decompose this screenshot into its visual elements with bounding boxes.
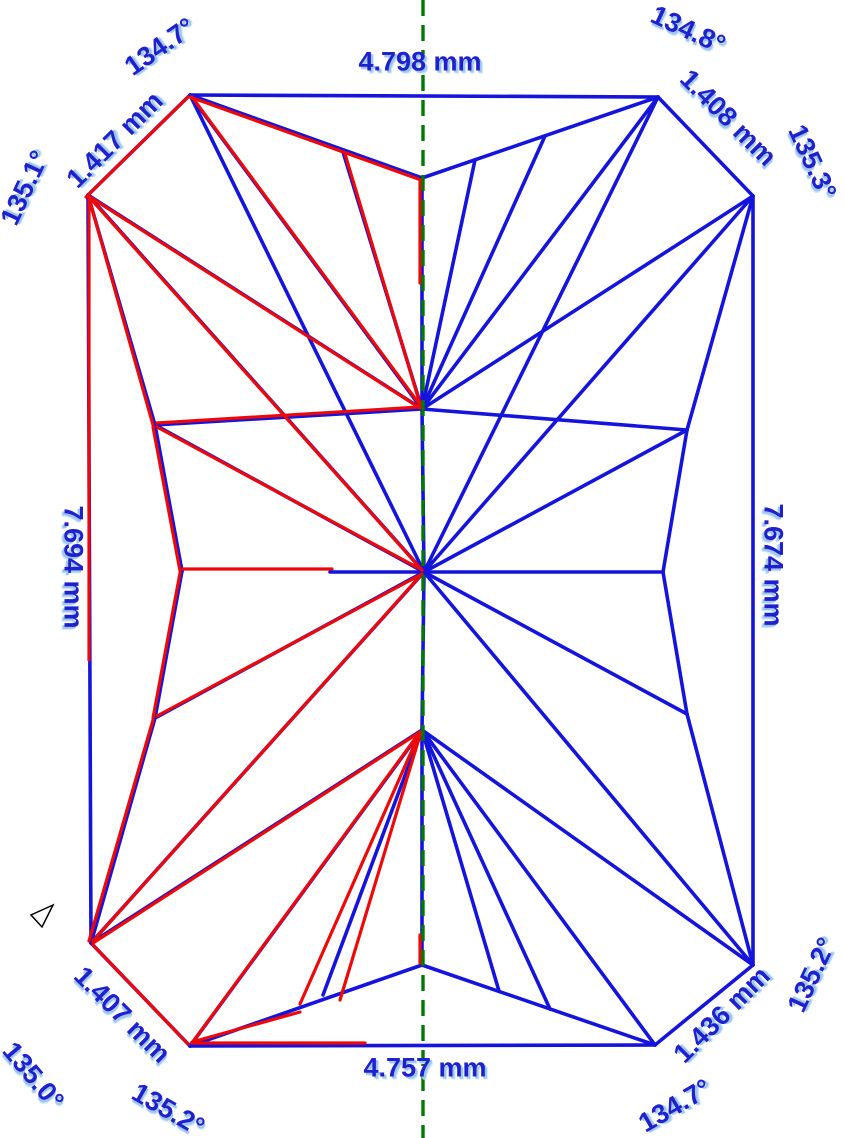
reference-facet-line xyxy=(188,93,424,180)
scan-deviation-line xyxy=(151,571,182,720)
reference-facet-line xyxy=(685,712,755,967)
scan-deviation-line xyxy=(87,718,155,943)
reference-facet-line xyxy=(420,963,657,1047)
scan-deviation-line xyxy=(338,730,423,1002)
scan-deviation-line xyxy=(190,95,422,407)
reference-facet-line xyxy=(422,428,689,574)
scan-deviation-line xyxy=(87,196,155,427)
scan-deviation-line xyxy=(91,572,424,943)
scan-deviation-line xyxy=(84,95,190,199)
reference-facet-line xyxy=(422,570,755,967)
scan-deviation-line xyxy=(151,425,182,573)
reference-facet-line xyxy=(153,407,424,427)
reference-facet-line xyxy=(422,194,755,574)
reference-facet-line xyxy=(422,570,689,716)
reference-facet-line xyxy=(420,407,689,432)
dim-left-label: 7.694 mm xyxy=(58,505,89,629)
scan-deviation-line xyxy=(91,730,422,945)
reference-facet-line xyxy=(661,428,689,574)
scan-deviation-line xyxy=(155,425,424,572)
reference-facet-line xyxy=(420,728,657,1047)
scan-deviation-line xyxy=(298,730,422,1006)
reference-facet-line xyxy=(420,194,755,411)
scan-deviation-line xyxy=(190,1010,302,1044)
reference-facet-line xyxy=(661,570,689,716)
reference-facet-line xyxy=(653,963,755,1047)
reference-facet-line xyxy=(685,194,755,432)
reference-facet-line xyxy=(153,569,184,720)
reference-facet-line xyxy=(188,1043,657,1048)
scan-deviation-line xyxy=(190,730,422,1045)
scan-deviation-line xyxy=(155,405,422,425)
reference-facet-line xyxy=(420,95,660,411)
reference-facet-line xyxy=(188,93,660,99)
reference-facet-line xyxy=(422,95,660,574)
scan-deviation-line xyxy=(91,943,190,1046)
dim-right-label: 7.674 mm xyxy=(758,503,789,627)
reference-facet-line xyxy=(420,728,755,967)
reference-facet-line xyxy=(321,728,424,997)
scan-deviation-line xyxy=(155,572,424,718)
scan-deviation-line xyxy=(88,195,422,410)
scan-deviation-line xyxy=(188,95,423,182)
dim-top-label: 4.798 mm xyxy=(358,46,482,77)
scan-deviation-line xyxy=(88,196,424,572)
reference-facet-line xyxy=(188,93,426,574)
reference-facet-line xyxy=(153,423,184,573)
scan-deviation-line xyxy=(343,152,423,409)
reference-facet-line xyxy=(420,134,547,411)
reference-facet-line xyxy=(420,728,501,993)
reference-facet-line xyxy=(656,95,755,198)
dim-bottom-label: 4.757 mm xyxy=(363,1052,487,1083)
reference-facet-line xyxy=(420,728,552,1011)
reference-facet-line xyxy=(420,95,660,180)
cursor-triangle-icon xyxy=(29,903,55,929)
reference-facet-line xyxy=(420,158,477,411)
